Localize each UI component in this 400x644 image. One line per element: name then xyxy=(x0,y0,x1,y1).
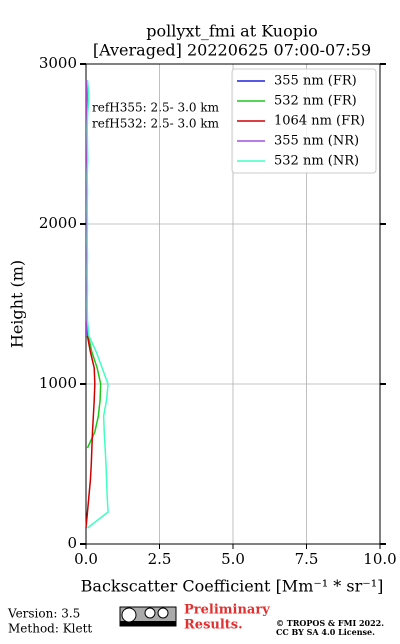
y-tick-label: 1000 xyxy=(39,374,77,392)
copyright: CC BY SA 4.0 License. xyxy=(276,627,375,637)
preliminary: Preliminary xyxy=(184,603,270,618)
preliminary: Results. xyxy=(184,618,243,633)
legend-label: 532 nm (FR) xyxy=(274,94,357,109)
y-tick-label: 2000 xyxy=(39,214,77,232)
y-axis-label: Height (m) xyxy=(8,260,27,348)
x-tick-label: 2.5 xyxy=(148,550,172,568)
annotation: refH355: 2.5- 3.0 km xyxy=(92,101,220,115)
y-tick-label: 3000 xyxy=(39,54,77,72)
x-tick-label: 7.5 xyxy=(295,550,319,568)
chart-subtitle: [Averaged] 20220625 07:00-07:59 xyxy=(93,41,371,60)
legend-label: 355 nm (FR) xyxy=(274,74,357,89)
y-tick-label: 0 xyxy=(67,534,77,552)
annotation: refH532: 2.5- 3.0 km xyxy=(92,117,220,131)
chart-title: pollyxt_fmi at Kuopio xyxy=(146,22,317,41)
legend-label: 532 nm (NR) xyxy=(274,154,359,169)
legend-label: 1064 nm (FR) xyxy=(274,114,365,129)
x-tick-label: 5.0 xyxy=(221,550,245,568)
legend-label: 355 nm (NR) xyxy=(274,134,359,149)
version: Version: 3.5 xyxy=(7,607,80,621)
method: Method: Klett xyxy=(8,622,92,636)
x-axis-label: Backscatter Coefficient [Mm⁻¹ * sr⁻¹] xyxy=(81,577,384,596)
profile-line xyxy=(87,80,108,528)
cc-logo xyxy=(120,607,176,626)
x-tick-label: 10.0 xyxy=(363,550,396,568)
x-tick-label: 0.0 xyxy=(74,550,98,568)
